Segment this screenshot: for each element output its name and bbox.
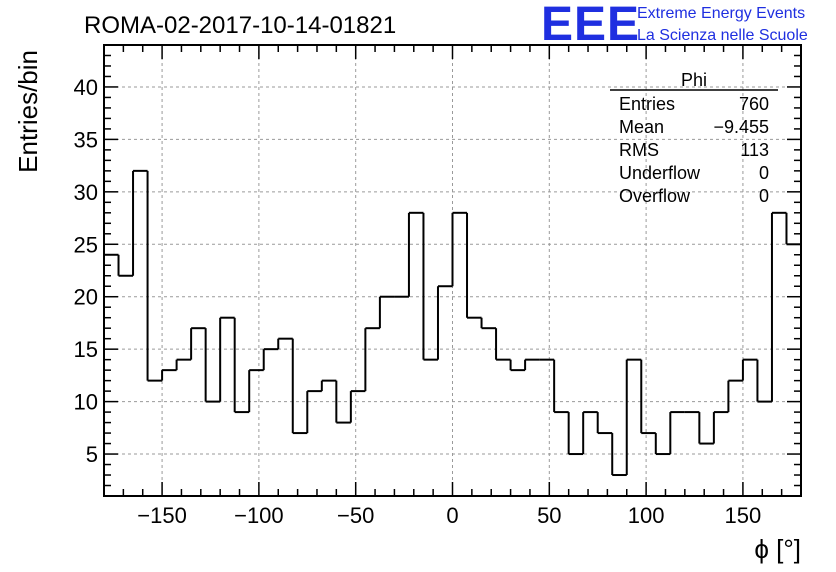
stat-label-rms: RMS — [619, 140, 659, 160]
stat-value-overflow: 0 — [759, 186, 769, 206]
stat-value-entries: 760 — [739, 94, 769, 114]
y-tick-label: 5 — [86, 442, 98, 467]
x-tick-label: 50 — [537, 503, 561, 528]
stat-label-overflow: Overflow — [619, 186, 691, 206]
eee-logo: EEE — [541, 0, 640, 51]
stat-value-mean: −9.455 — [713, 117, 769, 137]
stat-label-mean: Mean — [619, 117, 664, 137]
axis-ticks — [104, 44, 801, 496]
tick-labels: −150 −100 −50 0 50 100 150 5 10 15 20 25 30 35 40 — [74, 75, 762, 528]
chart-title: ROMA-02-2017-10-14-01821 — [84, 12, 396, 39]
brand-line-2: La Scienza nelle Scuole — [637, 27, 808, 44]
y-tick-label: 35 — [74, 127, 98, 152]
x-tick-label: −50 — [337, 503, 374, 528]
x-tick-label: 0 — [446, 503, 458, 528]
y-tick-label: 25 — [74, 232, 98, 257]
y-tick-label: 10 — [74, 390, 98, 415]
stats-box: Phi Entries 760 Mean −9.455 RMS 113 Unde… — [610, 70, 778, 206]
stat-value-rms: 113 — [740, 140, 769, 160]
histogram-bars — [103, 139, 801, 477]
y-axis-title: Entries/bin — [13, 50, 43, 173]
x-axis-title: ϕ [°] — [754, 534, 801, 564]
stat-label-entries: Entries — [619, 94, 675, 114]
stat-label-underflow: Underflow — [619, 163, 701, 183]
y-tick-label: 30 — [74, 180, 98, 205]
x-tick-label: 150 — [725, 503, 762, 528]
y-tick-label: 40 — [74, 75, 98, 100]
y-tick-label: 15 — [74, 337, 98, 362]
stat-value-underflow: 0 — [759, 163, 769, 183]
x-tick-label: 100 — [628, 503, 665, 528]
y-tick-label: 20 — [74, 285, 98, 310]
x-tick-label: −150 — [137, 503, 187, 528]
stats-title: Phi — [681, 70, 707, 90]
x-tick-label: −100 — [234, 503, 284, 528]
brand-line-1: Extreme Energy Events — [637, 5, 805, 22]
